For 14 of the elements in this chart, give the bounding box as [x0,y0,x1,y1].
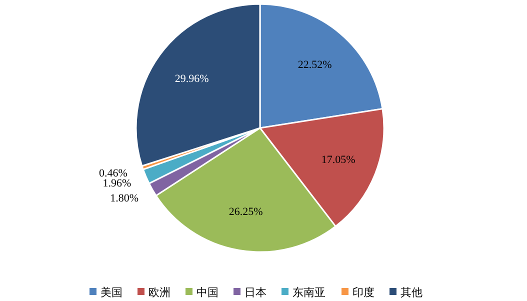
legend-label: 日本 [244,286,266,299]
legend-label: 美国 [100,286,122,299]
legend-label: 东南亚 [292,286,326,299]
legend-label: 印度 [352,286,374,299]
data-label: 29.96% [174,73,209,86]
legend-label: 中国 [196,286,218,299]
legend-label: 其他 [400,286,422,299]
data-label: 1.80% [110,192,139,204]
data-label: 0.46% [98,168,128,180]
data-label: 22.52% [298,58,332,71]
data-label: 17.05% [321,154,356,166]
data-label: 26.25% [228,206,263,218]
data-label: 1.96% [102,178,132,190]
legend-label: 欧洲 [148,286,170,299]
